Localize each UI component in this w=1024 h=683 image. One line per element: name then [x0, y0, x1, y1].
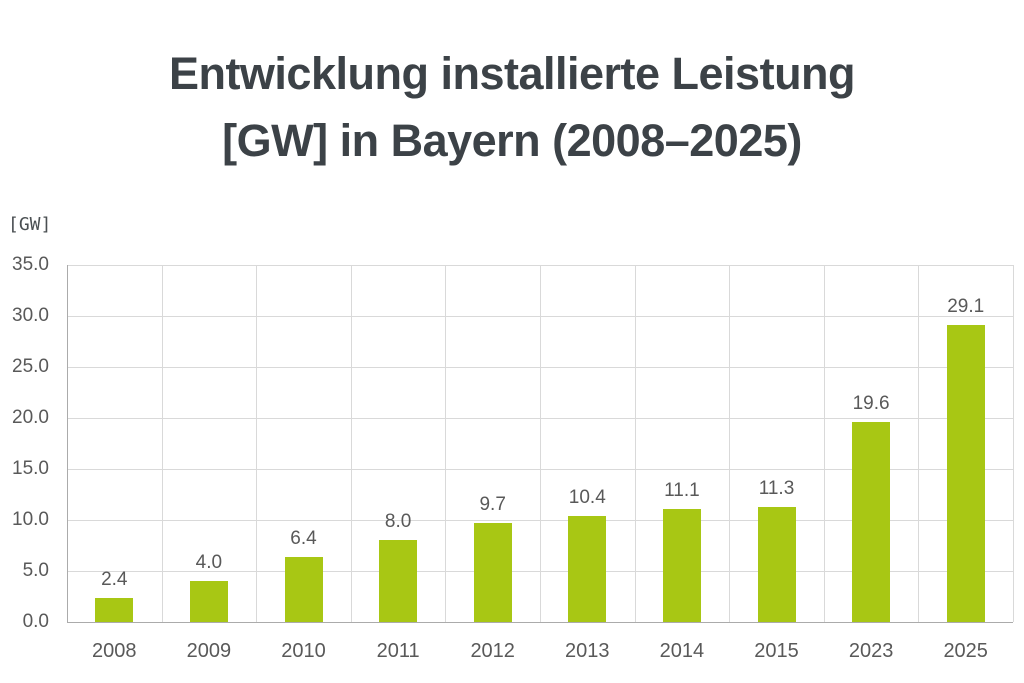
y-tick-label: 35.0 — [12, 254, 49, 275]
x-tick-label: 2010 — [281, 640, 326, 662]
y-tick-label: 20.0 — [12, 407, 49, 428]
bar-2023 — [852, 422, 891, 622]
chart-title-line-2: [GW] in Bayern (2008–2025) — [222, 115, 802, 166]
bar-value-label: 11.1 — [664, 479, 700, 501]
bar-2008 — [95, 597, 134, 622]
bar-2014 — [662, 508, 701, 622]
x-tick-label: 2011 — [376, 640, 420, 662]
x-tick-label: 2012 — [470, 640, 515, 662]
gridline-vertical — [350, 265, 352, 622]
x-tick-label: 2008 — [92, 640, 137, 662]
bar-2015 — [757, 506, 796, 622]
bar-value-label: 11.3 — [758, 477, 795, 499]
bar-2009 — [189, 581, 228, 622]
x-tick-label: 2014 — [659, 640, 705, 662]
gridline-vertical — [1013, 265, 1014, 622]
gridline-vertical — [634, 265, 636, 622]
y-tick-label: 15.0 — [12, 458, 49, 479]
bar-value-label: 6.4 — [290, 527, 317, 549]
bar-2012 — [473, 523, 512, 622]
x-tick-label: 2023 — [848, 640, 894, 662]
bar-value-label: 19.6 — [852, 393, 890, 415]
x-tick-label: 2015 — [754, 640, 799, 662]
chart-title-line-1: Entwicklung installierte Leistung — [168, 48, 856, 99]
x-tick-label: 2013 — [565, 640, 610, 662]
gridline-vertical — [445, 265, 447, 622]
y-axis-line — [67, 265, 68, 622]
bar-2011 — [379, 540, 418, 622]
bar-2025 — [946, 325, 985, 622]
bar-value-label: 4.0 — [195, 552, 223, 574]
gridline-vertical — [729, 265, 731, 622]
x-tick-label: 2009 — [186, 640, 232, 662]
x-axis-line — [67, 622, 1013, 623]
y-axis-unit-label: [GW] — [8, 214, 52, 235]
y-tick-label: 25.0 — [12, 356, 49, 377]
y-tick-label: 30.0 — [12, 305, 49, 326]
gridline-vertical — [256, 265, 258, 622]
bar-value-label: 10.4 — [568, 486, 606, 508]
gridline-vertical — [161, 265, 163, 622]
bar-value-label: 29.1 — [947, 296, 985, 318]
bar-value-label: 9.7 — [479, 494, 506, 516]
y-tick-label: 0.0 — [22, 611, 49, 632]
bar-value-label: 8.0 — [384, 511, 412, 533]
gridline-vertical — [540, 265, 541, 622]
x-tick-label: 2025 — [943, 640, 988, 662]
bar-value-label: 2.4 — [101, 568, 128, 590]
plot-area: 2.4 2008 4.0 2009 6.4 2010 8.0 2011 9.7 2012 10.4 2… — [12, 254, 1014, 662]
bar-2013 — [568, 515, 607, 622]
gridline-vertical — [918, 265, 920, 622]
y-tick-label: 10.0 — [12, 509, 49, 530]
gridline-vertical — [823, 265, 825, 622]
chart-title: Entwicklung installierte Leistung [GW] i… — [0, 40, 1024, 174]
y-tick-label: 5.0 — [22, 560, 49, 581]
bar-2010 — [284, 556, 323, 622]
